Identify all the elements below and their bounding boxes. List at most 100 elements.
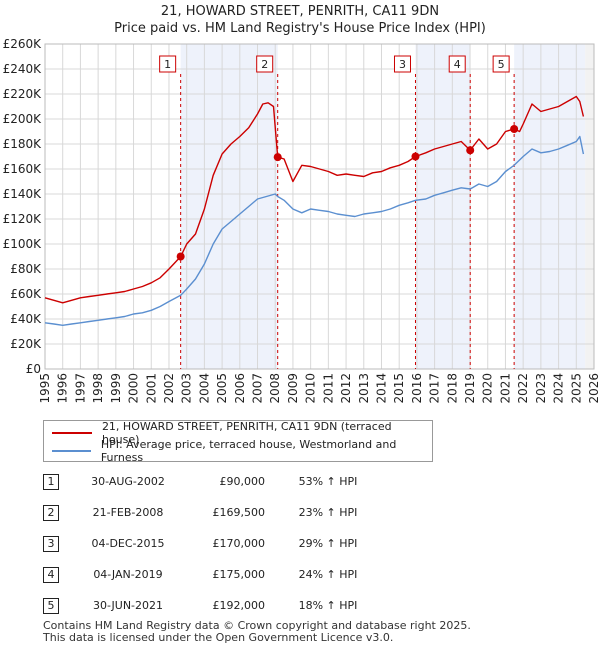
y-tick-label: £20K xyxy=(10,337,42,351)
legend-label-property: 21, HOWARD STREET, PENRITH, CA11 9DN (te… xyxy=(101,420,392,446)
x-tick-label: 2011 xyxy=(321,373,335,404)
sale-number: 2 xyxy=(43,505,59,521)
x-tick-label: 2003 xyxy=(180,373,194,404)
x-tick-label: 2021 xyxy=(498,373,512,404)
x-tick-label: 2012 xyxy=(339,373,353,404)
sale-row: 3 04-DEC-2015 £170,000 29% ↑ HPI xyxy=(43,534,403,556)
x-tick-label: 1999 xyxy=(109,373,123,404)
shaded-period xyxy=(180,44,278,369)
plot-area xyxy=(45,44,594,369)
sale-price: £90,000 xyxy=(219,475,266,488)
sale-number: 3 xyxy=(43,536,59,552)
legend-item-hpi: HPI: Average price, terraced house, West… xyxy=(52,438,432,464)
y-tick-label: £200K xyxy=(3,112,43,126)
sale-marker-label: 2 xyxy=(261,58,268,71)
sale-hpi-change: 53% ↑ HPI xyxy=(298,475,358,488)
sale-date: 30-JUN-2021 xyxy=(92,599,164,612)
sale-marker-box xyxy=(448,55,466,73)
x-tick-label: 2026 xyxy=(587,373,600,404)
sale-point xyxy=(273,153,282,162)
x-tick-label: 2013 xyxy=(357,373,371,404)
x-tick-label: 2019 xyxy=(463,373,477,404)
y-tick-label: £240K xyxy=(3,62,43,76)
sale-date: 21-FEB-2008 xyxy=(92,506,164,519)
y-tick-label: £40K xyxy=(10,312,42,326)
x-tick-label: 2007 xyxy=(251,373,265,404)
y-tick-label: £140K xyxy=(3,187,43,201)
sale-date: 30-AUG-2002 xyxy=(91,475,165,488)
chart-legend: 21, HOWARD STREET, PENRITH, CA11 9DN (te… xyxy=(43,420,433,464)
sale-marker-label: 5 xyxy=(498,58,505,71)
y-tick-label: £80K xyxy=(10,262,42,276)
x-tick-label: 2001 xyxy=(144,373,158,404)
sale-marker-box xyxy=(393,55,411,73)
footer-copyright: Contains HM Land Registry data © Crown c… xyxy=(43,619,471,632)
sale-price: £169,500 xyxy=(212,506,266,519)
y-tick-label: £60K xyxy=(10,287,42,301)
x-tick-label: 2015 xyxy=(392,373,406,404)
forecast-region xyxy=(585,44,594,369)
sale-point xyxy=(176,252,185,261)
x-tick-label: 1995 xyxy=(38,373,52,404)
x-tick-label: 2025 xyxy=(569,373,583,404)
sale-date: 04-DEC-2015 xyxy=(91,537,165,550)
plot-border xyxy=(44,43,595,370)
x-tick-label: 2018 xyxy=(445,373,459,404)
sale-price: £175,000 xyxy=(212,568,266,581)
y-tick-label: £220K xyxy=(3,87,43,101)
x-tick-label: 2023 xyxy=(534,373,548,404)
series-line-hpi xyxy=(44,135,585,326)
sale-hpi-change: 29% ↑ HPI xyxy=(298,537,358,550)
x-tick-label: 2022 xyxy=(516,373,530,404)
x-tick-label: 2000 xyxy=(127,373,141,404)
sale-marker-label: 3 xyxy=(399,58,406,71)
series-line-property xyxy=(44,95,585,304)
sale-number: 1 xyxy=(43,474,59,490)
shaded-period xyxy=(514,44,586,369)
sale-point xyxy=(411,152,420,161)
sale-marker-label: 1 xyxy=(164,58,171,71)
x-tick-label: 1998 xyxy=(91,373,105,404)
shaded-period xyxy=(415,44,471,369)
x-tick-label: 2016 xyxy=(410,373,424,404)
x-tick-label: 2006 xyxy=(233,373,247,404)
x-tick-label: 2004 xyxy=(197,373,211,404)
x-tick-label: 2014 xyxy=(374,373,388,404)
legend-item-property: 21, HOWARD STREET, PENRITH, CA11 9DN (te… xyxy=(52,420,432,446)
legend-label-hpi: HPI: Average price, terraced house, West… xyxy=(100,438,397,464)
sale-date: 04-JAN-2019 xyxy=(93,568,163,581)
sale-row: 4 04-JAN-2019 £175,000 24% ↑ HPI xyxy=(43,565,403,587)
y-tick-label: £180K xyxy=(3,137,43,151)
sale-hpi-change: 18% ↑ HPI xyxy=(298,599,358,612)
sale-hpi-change: 23% ↑ HPI xyxy=(298,506,358,519)
y-tick-label: £260K xyxy=(3,37,43,51)
sale-marker-label: 4 xyxy=(454,58,461,71)
x-tick-label: 1996 xyxy=(56,373,70,404)
sale-marker-box xyxy=(256,55,274,73)
x-tick-label: 2008 xyxy=(268,373,282,404)
sale-row: 2 21-FEB-2008 £169,500 23% ↑ HPI xyxy=(43,503,403,525)
legend-swatch-property xyxy=(52,432,92,434)
price-chart: 1 2 3 4 5 £0 £20K £40K £60K £80K £100K £120K £140K £… xyxy=(3,37,600,404)
x-tick-label: 2020 xyxy=(481,373,495,404)
x-tick-label: 2010 xyxy=(304,373,318,404)
x-tick-label: 1997 xyxy=(73,373,87,404)
x-tick-label: 2017 xyxy=(428,373,442,404)
y-tick-label: £120K xyxy=(3,212,43,226)
footer: Contains HM Land Registry data © Crown c… xyxy=(43,620,471,644)
x-tick-label: 2005 xyxy=(215,373,229,404)
sale-row: 1 30-AUG-2002 £90,000 53% ↑ HPI xyxy=(43,472,403,494)
y-tick-label: £0 xyxy=(26,362,41,376)
sale-number: 5 xyxy=(43,598,59,614)
x-tick-label: 2002 xyxy=(162,373,176,404)
footer-licence: This data is licensed under the Open Gov… xyxy=(43,631,394,644)
sale-hpi-change: 24% ↑ HPI xyxy=(298,568,358,581)
sale-row: 5 30-JUN-2021 £192,000 18% ↑ HPI xyxy=(43,596,403,618)
sale-marker-box xyxy=(159,55,177,73)
sale-marker-box xyxy=(492,55,510,73)
sale-price: £192,000 xyxy=(212,599,266,612)
y-tick-label: £160K xyxy=(3,162,43,176)
sale-price: £170,000 xyxy=(212,537,266,550)
x-tick-label: 2024 xyxy=(552,373,566,404)
sale-point xyxy=(466,146,475,155)
